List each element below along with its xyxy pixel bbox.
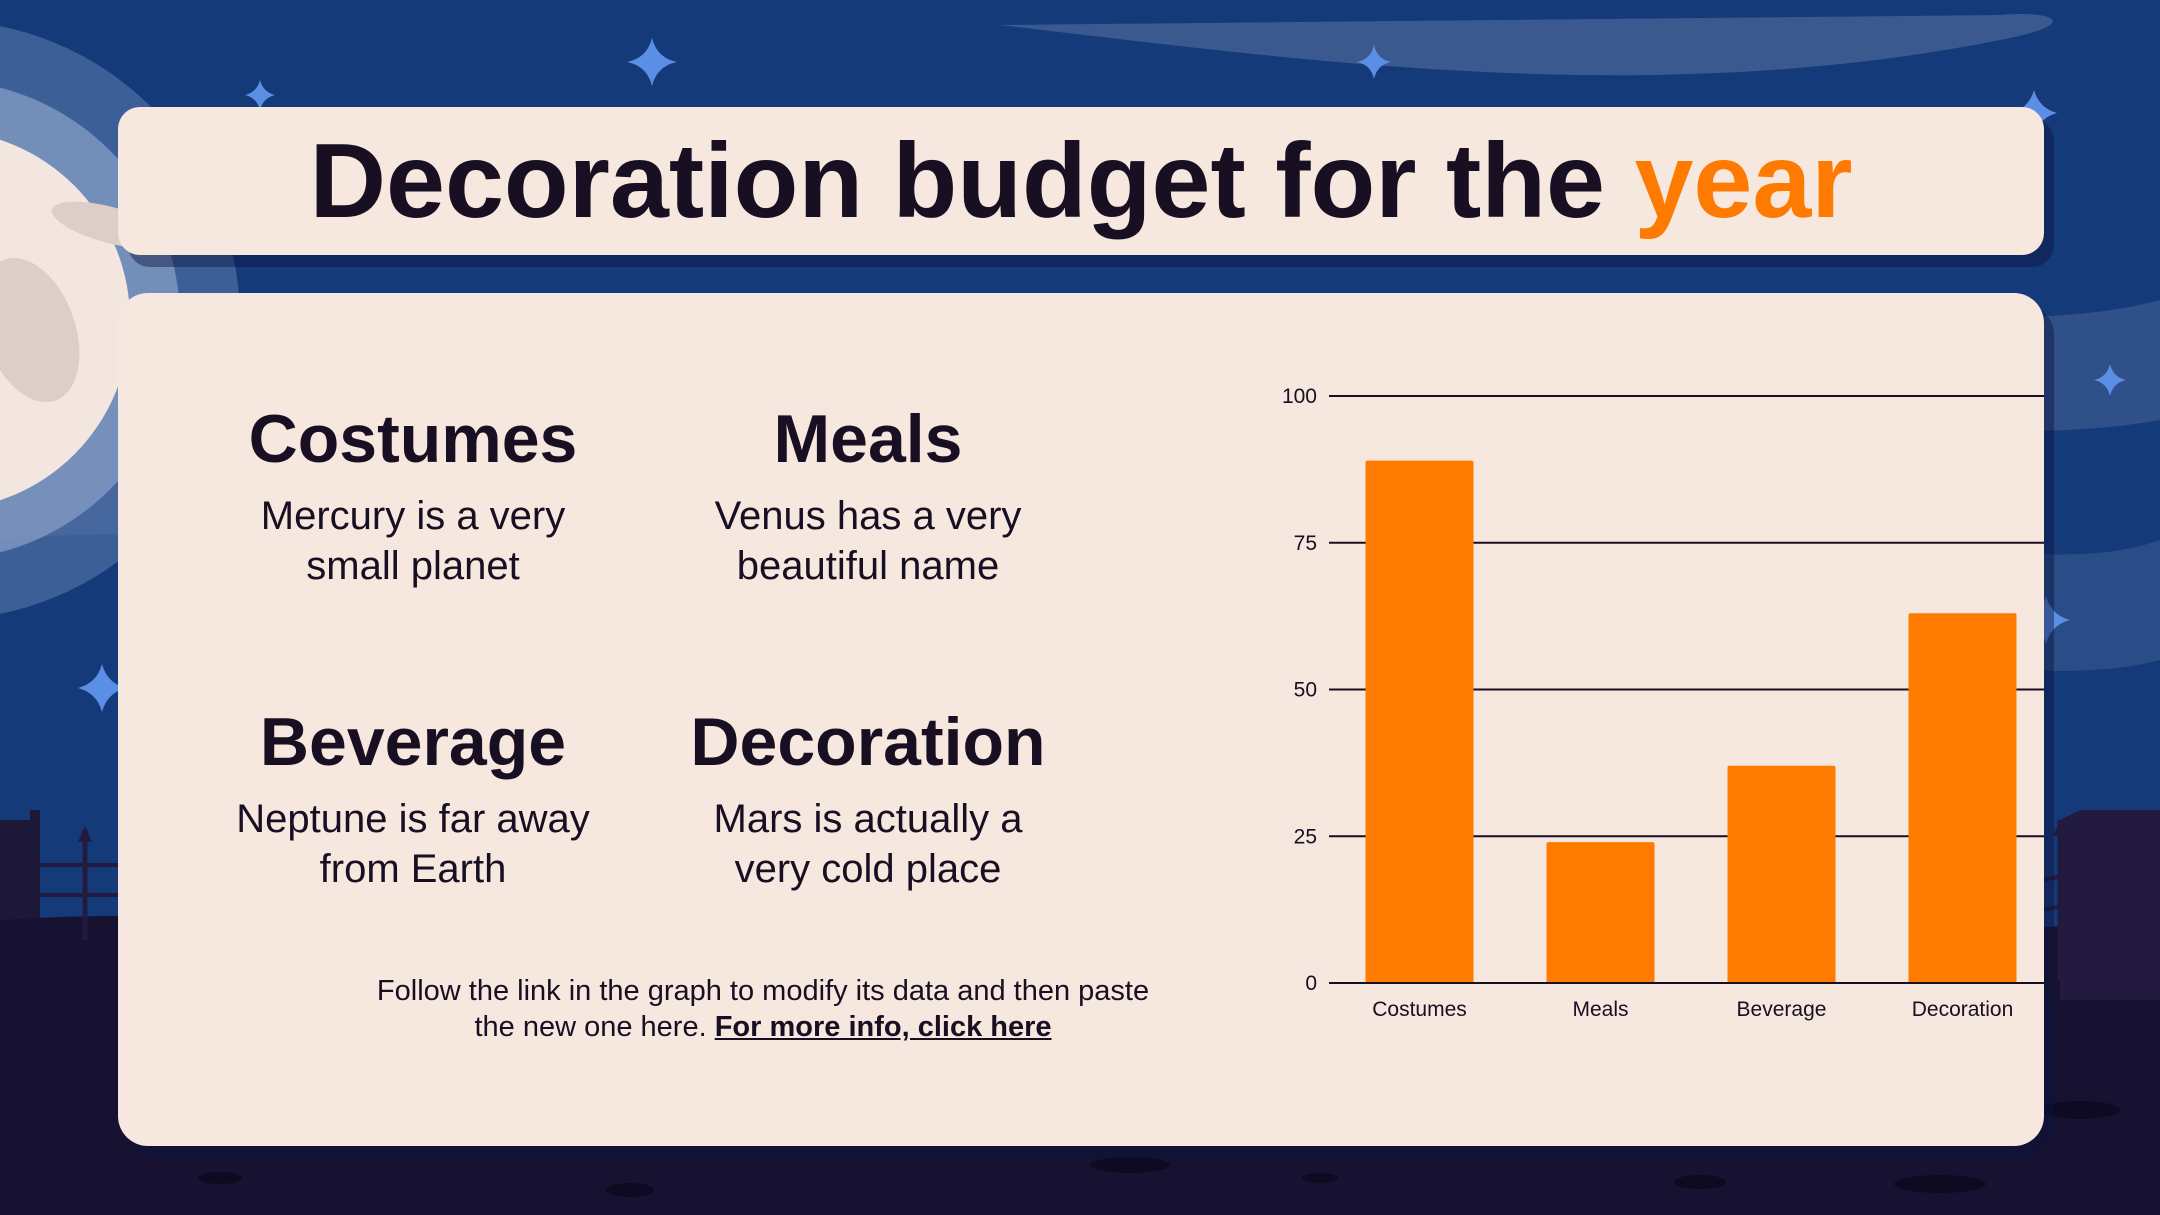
- bar: [1546, 842, 1655, 983]
- item-description: Neptune is far away from Earth: [193, 794, 633, 894]
- footnote-line: Follow the link in the graph to modify i…: [376, 975, 1150, 1007]
- more-info-link[interactable]: For more info, click here: [714, 1011, 1052, 1043]
- bar: [1908, 613, 2017, 983]
- item-description-line: from Earth: [319, 847, 507, 891]
- y-tick-label: 50: [1294, 679, 1317, 702]
- item-beverage: Beverage Neptune is far away from Earth: [193, 704, 633, 894]
- item-description-line: very cold place: [734, 847, 1002, 891]
- bar-chart: 0 25 50 75 100 Costumes Meals Beverage Decoratio…: [1282, 385, 2044, 1021]
- y-tick-label: 0: [1305, 972, 1317, 995]
- item-meals: Meals Venus has a very beautiful name: [648, 401, 1088, 591]
- footnote-line: the new one here.: [474, 1011, 715, 1043]
- item-description: Venus has a very beautiful name: [648, 491, 1088, 591]
- bar: [1727, 765, 1836, 983]
- title-card: Decoration budget for the year: [118, 107, 2044, 255]
- star-icon: [2094, 364, 2126, 396]
- x-tick-label: Beverage: [1737, 998, 1827, 1021]
- item-heading: Meals: [773, 401, 963, 477]
- item-heading: Decoration: [690, 704, 1046, 780]
- y-tick-label: 75: [1294, 532, 1317, 555]
- star-icon: [627, 38, 677, 86]
- item-description-line: beautiful name: [736, 544, 1000, 588]
- item-description-line: Venus has a very: [714, 494, 1022, 538]
- bar: [1365, 460, 1474, 983]
- x-tick-label: Costumes: [1372, 998, 1467, 1021]
- title-highlight: year: [1634, 121, 1853, 240]
- y-tick-label: 100: [1282, 385, 1317, 408]
- item-description-line: Mars is actually a: [713, 797, 1023, 841]
- footnote: Follow the link in the graph to modify i…: [208, 973, 1318, 1045]
- item-description: Mercury is a very small planet: [193, 491, 633, 591]
- star-icon: [78, 664, 126, 712]
- slide-title: Decoration budget for the year: [309, 121, 1852, 242]
- title-text: Decoration budget for the: [309, 121, 1635, 240]
- item-costumes: Costumes Mercury is a very small planet: [193, 401, 633, 591]
- item-decoration: Decoration Mars is actually a very cold p…: [648, 704, 1088, 894]
- star-icon: [245, 80, 275, 110]
- star-icon: [1357, 45, 1391, 79]
- x-tick-label: Meals: [1572, 998, 1628, 1021]
- item-heading: Beverage: [259, 704, 567, 780]
- y-tick-label: 25: [1294, 825, 1317, 848]
- item-description: Mars is actually a very cold place: [648, 794, 1088, 894]
- item-heading: Costumes: [248, 401, 578, 477]
- item-description-line: Mercury is a very: [260, 494, 566, 538]
- x-tick-label: Decoration: [1912, 998, 2014, 1021]
- star-icon: [2022, 596, 2070, 644]
- item-description-line: Neptune is far away: [236, 797, 590, 841]
- content-card: Costumes Mercury is a very small planet M…: [118, 293, 2044, 1146]
- item-description-line: small planet: [306, 544, 520, 588]
